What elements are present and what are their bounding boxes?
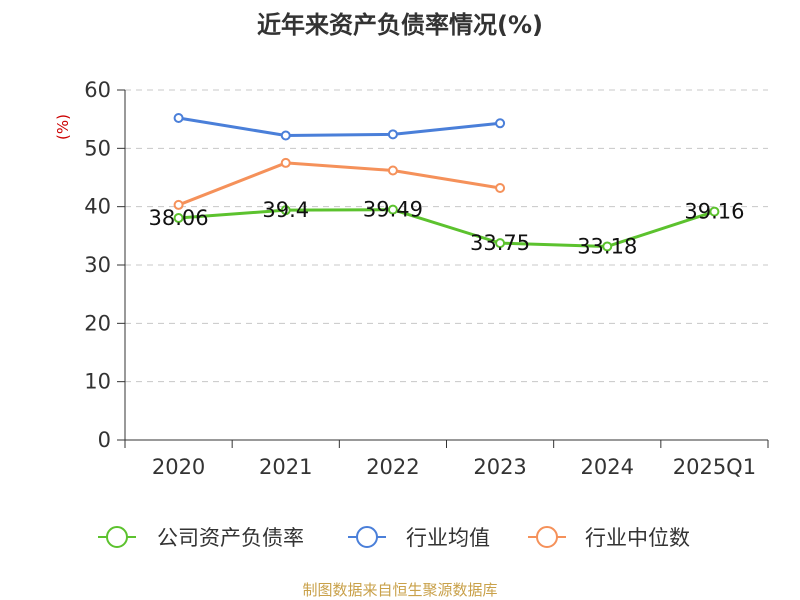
legend-label-company: 公司资产负债率 (157, 526, 304, 550)
y-tick-label-30: 30 (84, 253, 111, 277)
data-point-company-2025Q1[interactable] (709, 206, 720, 217)
x-tick-label-2021: 2021 (259, 455, 312, 479)
y-tick-label-40: 40 (84, 195, 111, 219)
data-label-company-2023: 33.75 (470, 231, 530, 255)
data-point-company-2020[interactable] (173, 212, 184, 223)
data-label-company-2021: 39.4 (262, 198, 309, 222)
y-tick-label-50: 50 (84, 136, 111, 160)
data-point-industry-mean-2021[interactable] (280, 130, 291, 141)
legend-item-company[interactable]: 公司资产负债率 (98, 526, 304, 550)
x-tick-label-2020: 2020 (152, 455, 205, 479)
legend-marker-dot-company (106, 526, 128, 548)
data-point-industry-median-2021[interactable] (280, 157, 291, 168)
x-tick-label-2025Q1: 2025Q1 (673, 455, 756, 479)
y-axis-unit-label: (%) (54, 114, 72, 140)
legend-marker-dot-industry-median (536, 526, 558, 548)
y-tick-label-20: 20 (84, 311, 111, 335)
grid-lines (125, 89, 768, 383)
data-point-industry-mean-2022[interactable] (387, 129, 398, 140)
series-line-company (178, 208, 715, 248)
data-point-company-2023[interactable] (495, 238, 506, 249)
x-tick-label-2024: 2024 (581, 455, 634, 479)
legend-label-industry-median: 行业中位数 (585, 526, 690, 550)
legend-marker-dot-industry-mean (356, 526, 378, 548)
data-point-industry-mean-2020[interactable] (173, 113, 184, 123)
data-point-industry-median-2020[interactable] (173, 199, 184, 210)
x-tick-label-2023: 2023 (473, 455, 526, 479)
data-point-industry-median-2023[interactable] (495, 183, 506, 193)
x-tick-label-2022: 2022 (366, 455, 419, 479)
data-label-company-2025Q1: 39.16 (684, 200, 744, 224)
data-label-company-2022: 39.49 (363, 198, 423, 222)
y-tick-label-0: 0 (98, 428, 111, 452)
series-lines (173, 113, 720, 252)
legend-item-industry-median[interactable]: 行业中位数 (528, 526, 690, 550)
data-point-industry-mean-2023[interactable] (495, 118, 506, 129)
data-point-company-2024[interactable] (602, 241, 613, 252)
data-point-industry-median-2022[interactable] (387, 165, 398, 176)
chart-title: 近年来资产负债率情况(%) (257, 11, 543, 39)
legend-label-industry-mean: 行业均值 (406, 526, 490, 550)
series-line-industry-median (178, 161, 501, 207)
y-tick-label-60: 60 (84, 78, 111, 102)
data-labels: 38.06 39.4 39.49 33.75 33.18 39.16 (149, 198, 745, 259)
data-point-company-2022[interactable] (387, 204, 398, 215)
data-source-note: 制图数据来自恒生聚源数据库 (302, 581, 497, 599)
legend: 公司资产负债率 行业均值 行业中位数 (98, 526, 690, 550)
data-point-company-2021[interactable] (280, 205, 291, 216)
data-label-company-2020: 38.06 (149, 206, 209, 230)
axes: 0 10 20 30 40 50 60 2020 2021 2022 2023 2024 2025Q1 (84, 78, 769, 479)
legend-item-industry-mean[interactable]: 行业均值 (348, 526, 490, 550)
data-label-company-2024: 33.18 (577, 234, 637, 258)
y-tick-label-10: 10 (84, 370, 111, 394)
series-line-industry-mean (178, 116, 501, 137)
